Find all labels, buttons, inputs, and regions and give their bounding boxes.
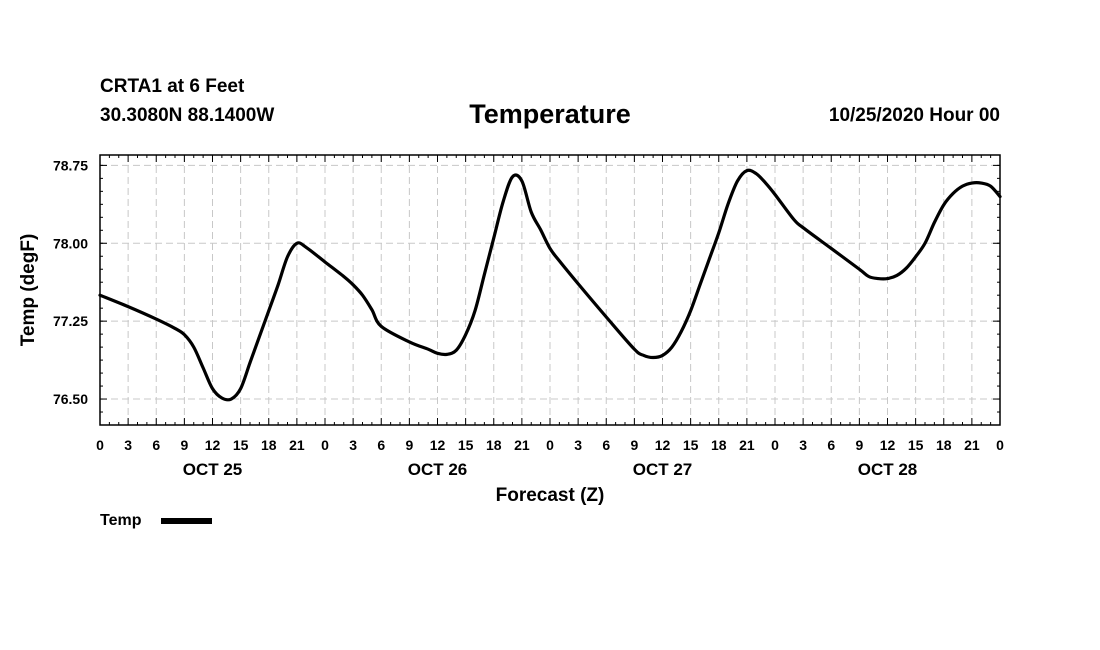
legend-label: Temp xyxy=(100,512,142,529)
x-tick-label: 0 xyxy=(321,437,329,453)
series-layer xyxy=(98,168,1002,402)
day-label: OCT 28 xyxy=(858,460,918,479)
x-tick-label: 0 xyxy=(996,437,1004,453)
x-tick-label: 0 xyxy=(771,437,779,453)
y-tick-label: 78.75 xyxy=(53,157,88,173)
day-label: OCT 25 xyxy=(183,460,243,479)
station-label: CRTA1 at 6 Feet xyxy=(100,76,245,97)
day-label: OCT 26 xyxy=(408,460,468,479)
x-tick-label: 18 xyxy=(486,437,502,453)
x-tick-label: 6 xyxy=(827,437,835,453)
y-tick-label: 77.25 xyxy=(53,313,88,329)
y-tick-label: 76.50 xyxy=(53,391,88,407)
x-tick-label: 9 xyxy=(630,437,638,453)
grid-lines xyxy=(100,155,1000,425)
x-tick-label: 12 xyxy=(655,437,671,453)
x-tick-label: 21 xyxy=(964,437,980,453)
x-tick-label: 12 xyxy=(430,437,446,453)
x-tick-label: 15 xyxy=(233,437,249,453)
axis-labels: Forecast (Z) Temp (degF) xyxy=(18,234,604,506)
x-tick-label: 3 xyxy=(799,437,807,453)
x-tick-label: 15 xyxy=(683,437,699,453)
x-tick-label: 6 xyxy=(377,437,385,453)
x-tick-label: 6 xyxy=(602,437,610,453)
x-tick-label: 15 xyxy=(458,437,474,453)
x-tick-label: 18 xyxy=(711,437,727,453)
day-label: OCT 27 xyxy=(633,460,693,479)
x-tick-label: 9 xyxy=(180,437,188,453)
x-tick-label: 21 xyxy=(289,437,305,453)
x-tick-label: 12 xyxy=(880,437,896,453)
x-tick-label: 9 xyxy=(855,437,863,453)
x-tick-label: 21 xyxy=(514,437,530,453)
legend: Temp xyxy=(100,512,212,529)
coordinates-label: 30.3080N 88.1400W xyxy=(100,105,275,126)
x-tick-label: 6 xyxy=(152,437,160,453)
forecast-datetime: 10/25/2020 Hour 00 xyxy=(828,105,1000,126)
y-axis-title: Temp (degF) xyxy=(18,234,39,347)
x-tick-label: 15 xyxy=(908,437,924,453)
x-tick-label: 3 xyxy=(349,437,357,453)
chart-title: Temperature xyxy=(469,99,631,129)
x-tick-label: 3 xyxy=(574,437,582,453)
x-tick-label: 9 xyxy=(405,437,413,453)
x-tick-label: 18 xyxy=(261,437,277,453)
plot-frame xyxy=(99,154,1001,426)
x-tick-label: 18 xyxy=(936,437,952,453)
series-line-temp xyxy=(98,168,1002,402)
x-tick-label: 0 xyxy=(546,437,554,453)
x-tick-label: 21 xyxy=(739,437,755,453)
x-tick-label: 0 xyxy=(96,437,104,453)
y-tick-label: 78.00 xyxy=(53,235,88,251)
x-tick-label: 3 xyxy=(124,437,132,453)
x-tick-label: 12 xyxy=(205,437,221,453)
x-axis-title: Forecast (Z) xyxy=(496,485,605,506)
